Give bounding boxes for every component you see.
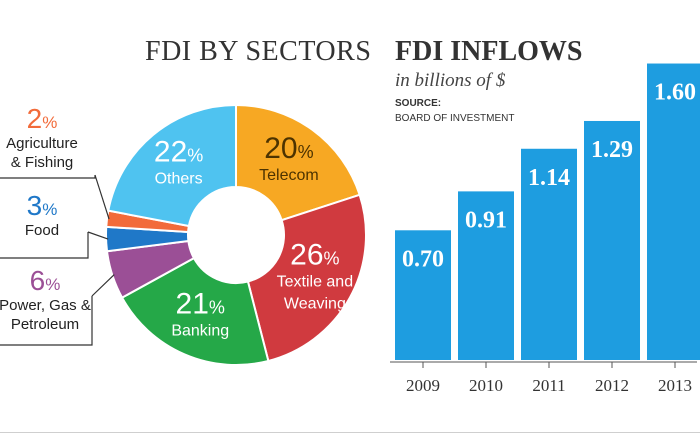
callout-label-power-gas-petroleum: Petroleum bbox=[11, 316, 79, 333]
pie-slice-banking bbox=[120, 256, 270, 366]
bar-2012 bbox=[584, 120, 640, 361]
pie-pct-banking: 21% bbox=[176, 288, 225, 321]
callout-leader-line bbox=[91, 274, 115, 297]
pct-value: 2 bbox=[27, 103, 43, 134]
pct-value: 21 bbox=[176, 288, 209, 321]
pie-label-banking: Banking bbox=[171, 323, 229, 340]
pie-chart-title: FDI BY SECTORS bbox=[145, 36, 372, 67]
bar-2009 bbox=[395, 230, 451, 360]
pie-slice-telecom bbox=[235, 103, 361, 222]
pie-slice-textile-and-weaving bbox=[246, 193, 367, 363]
bar-2010 bbox=[458, 191, 514, 360]
callout-pct-power-gas-petroleum: 6% bbox=[30, 265, 61, 296]
x-tick-label: 2012 bbox=[595, 376, 629, 395]
callout-leader-line bbox=[87, 231, 109, 240]
pie-label-telecom: Telecom bbox=[259, 167, 319, 184]
callout-label-agriculture-fishing: & Fishing bbox=[11, 154, 74, 171]
pct-sign: % bbox=[187, 146, 203, 166]
x-tick-label: 2009 bbox=[406, 376, 440, 395]
callout-pct-agriculture-fishing: 2% bbox=[27, 103, 58, 134]
callout-label-agriculture-fishing: Agriculture bbox=[6, 135, 78, 152]
pie-label-textile-and-weaving: Weaving bbox=[284, 295, 346, 312]
pct-value: 20 bbox=[264, 132, 297, 165]
pct-sign: % bbox=[298, 142, 314, 162]
pie-slice-others bbox=[107, 103, 237, 228]
pie-pct-telecom: 20% bbox=[264, 132, 313, 165]
pct-value: 26 bbox=[290, 238, 323, 271]
callout-bracket bbox=[0, 232, 89, 259]
x-tick-label: 2010 bbox=[469, 376, 503, 395]
bar-chart-title: FDI INFLOWS bbox=[395, 36, 583, 67]
fdi-inflows-bar-chart: 0.70 2009 0.91 2010 1.14 2011 1.29 2012 1.60 2013 bbox=[390, 63, 700, 395]
bar-value-label: 1.14 bbox=[528, 165, 570, 191]
pct-value: 6 bbox=[30, 265, 46, 296]
source-text: BOARD OF INVESTMENT bbox=[395, 113, 515, 124]
pct-sign: % bbox=[209, 298, 225, 318]
pct-sign: % bbox=[45, 275, 60, 294]
bar-2013 bbox=[647, 63, 700, 360]
bar-value-label: 1.29 bbox=[591, 137, 633, 163]
x-tick-label: 2011 bbox=[532, 376, 565, 395]
callout-pct-food: 3% bbox=[27, 190, 58, 221]
pct-sign: % bbox=[42, 113, 57, 132]
pct-sign: % bbox=[324, 248, 340, 268]
bar-2011 bbox=[521, 148, 577, 360]
callout-label-food: Food bbox=[25, 222, 59, 239]
callout-label-power-gas-petroleum: Power, Gas & bbox=[0, 297, 91, 314]
inflows-bar-panel: FDI INFLOWS in billions of $ SOURCE: BOA… bbox=[385, 0, 700, 440]
x-tick-label: 2013 bbox=[658, 376, 692, 395]
pie-pct-textile-and-weaving: 26% bbox=[290, 238, 339, 271]
pie-label-others: Others bbox=[155, 171, 203, 188]
pct-value: 3 bbox=[27, 190, 43, 221]
pct-sign: % bbox=[42, 200, 57, 219]
bar-value-label: 1.60 bbox=[654, 80, 696, 106]
pie-pct-others: 22% bbox=[154, 136, 203, 169]
sector-pie-panel: FDI BY SECTORS 20% Telecom 26% Textile and W… bbox=[0, 36, 372, 366]
bar-value-label: 0.91 bbox=[465, 207, 507, 233]
pie-label-textile-and-weaving: Textile and bbox=[277, 273, 354, 290]
callout-leader-line bbox=[94, 174, 110, 220]
bar-chart-subtitle: in billions of $ bbox=[395, 70, 506, 91]
bottom-divider bbox=[0, 432, 700, 433]
source-label: SOURCE: bbox=[395, 98, 442, 109]
callout-bracket bbox=[0, 175, 96, 179]
callout-bracket bbox=[0, 296, 93, 346]
bar-value-label: 0.70 bbox=[402, 246, 444, 272]
pct-value: 22 bbox=[154, 136, 187, 169]
